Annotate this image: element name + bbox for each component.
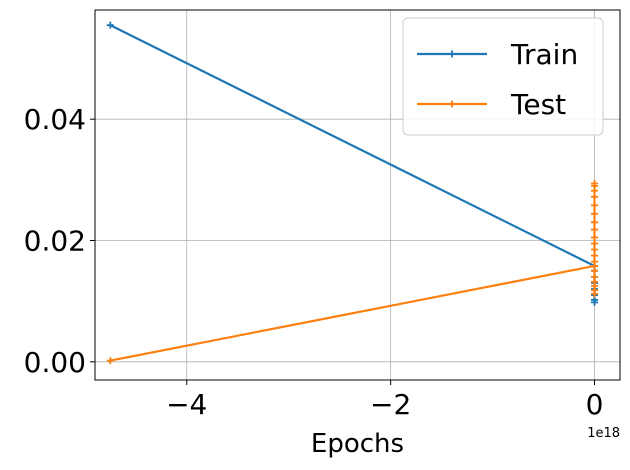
y-tick-label-2: 0.04 [24,103,86,136]
test-point-6 [591,201,599,209]
legend-marker-train [448,50,456,58]
test-point-9 [591,226,599,234]
test-point-5 [591,193,599,201]
plot-frame [94,9,621,381]
legend-box [402,17,604,136]
x-tick-label-2: 0 [586,388,604,421]
test-point-15 [591,267,599,275]
test-point-0 [106,357,114,365]
y-tick-label-1: 0.02 [24,224,86,257]
legend-marker-test [448,100,456,108]
x-axis-label: Epochs [311,429,404,459]
series-layer [106,21,599,365]
test-point-14 [591,258,599,266]
test-point-10 [591,233,599,241]
x-axis-offset-label: 1e18 [587,426,620,441]
test-point-20 [591,290,599,298]
legend-label-test: Test [510,88,566,121]
test-series-line [110,182,596,362]
legend: Train Test [402,17,604,136]
y-tick-label-0: 0.00 [24,346,86,379]
test-point-7 [591,210,599,218]
x-tick-label-1: −2 [370,388,411,421]
test-point-11 [591,240,599,248]
test-point-13 [591,252,599,260]
train-point-0 [106,21,114,29]
ticks: −4 −2 0 0.00 0.02 0.04 [24,103,604,421]
test-point-4 [591,187,599,195]
test-point-8 [591,218,599,226]
x-tick-label-0: −4 [166,388,207,421]
legend-label-train: Train [510,38,578,71]
test-point-12 [591,246,599,254]
